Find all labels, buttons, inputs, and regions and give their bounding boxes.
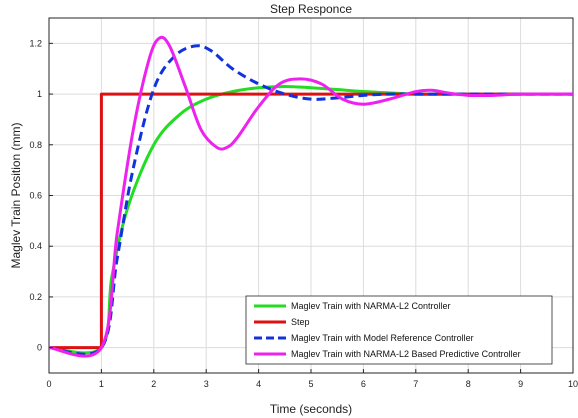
x-tick-label: 2 [151, 379, 156, 389]
chart-title: Step Responce [270, 2, 352, 16]
series-predictive-line [48, 35, 574, 358]
legend-label-series-model-reference: Maglev Train with Model Reference Contro… [291, 333, 474, 343]
x-axis-title: Time (seconds) [270, 402, 352, 416]
legend-box [245, 295, 553, 365]
y-tick-label: 0.8 [29, 140, 42, 150]
x-tick-label: 0 [46, 379, 51, 389]
y-axis-title: Maglev Train Position (mm) [9, 122, 23, 268]
series-layer [48, 35, 574, 358]
y-tick-label: 0.2 [29, 292, 42, 302]
x-tick-label: 5 [308, 379, 313, 389]
y-tick-label: 1.2 [29, 38, 42, 48]
x-tick-label: 1 [99, 379, 104, 389]
y-tick-label: 0 [37, 343, 42, 353]
y-tick-label: 1 [37, 89, 42, 99]
legend-label-series-predictive: Maglev Train with NARMA-L2 Based Predict… [291, 349, 521, 359]
y-tick-label: 0.6 [29, 191, 42, 201]
legend: Maglev Train with NARMA-L2 Controller Ste… [245, 295, 553, 365]
x-tick-label: 7 [413, 379, 418, 389]
series-model-reference-line [48, 44, 573, 356]
legend-label-series-narma-l2: Maglev Train with NARMA-L2 Controller [291, 301, 451, 311]
x-tick-label: 8 [466, 379, 471, 389]
x-tick-label: 3 [204, 379, 209, 389]
x-tick-label: 4 [256, 379, 261, 389]
x-tick-label: 10 [568, 379, 578, 389]
tick-labels: 0 1 2 3 4 5 6 7 8 9 10 0 0.2 0.4 0.6 0.8 1 1.2 [29, 38, 578, 389]
y-tick-label: 0.4 [29, 241, 42, 251]
x-tick-label: 9 [518, 379, 523, 389]
legend-label-series-step: Step [291, 317, 310, 327]
x-tick-label: 6 [361, 379, 366, 389]
